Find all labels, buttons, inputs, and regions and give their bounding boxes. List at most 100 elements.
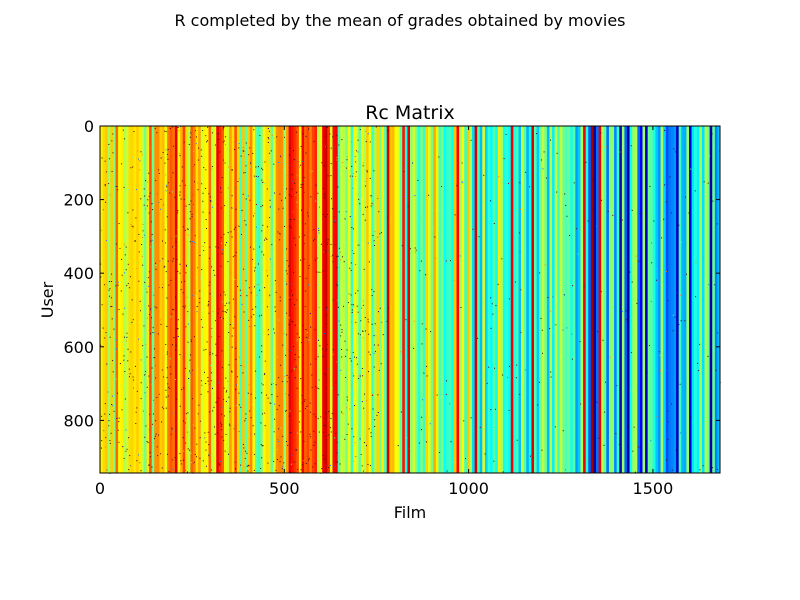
heatmap-rating-dot bbox=[314, 200, 316, 202]
heatmap-rating-dot bbox=[187, 323, 189, 325]
heatmap-column bbox=[286, 126, 289, 473]
heatmap-rating-dot bbox=[252, 425, 254, 427]
heatmap-rating-dot bbox=[304, 223, 306, 225]
heatmap-rating-dot bbox=[352, 372, 354, 374]
heatmap-rating-dot bbox=[121, 409, 123, 411]
heatmap-rating-dot bbox=[118, 222, 120, 224]
heatmap-rating-dot bbox=[204, 242, 206, 244]
heatmap-rating-dot bbox=[449, 403, 451, 405]
heatmap-rating-dot bbox=[377, 311, 379, 313]
heatmap-rating-dot bbox=[310, 326, 312, 328]
heatmap-column bbox=[342, 126, 346, 473]
heatmap-column bbox=[603, 126, 607, 473]
heatmap-rating-dot bbox=[278, 405, 280, 407]
heatmap-rating-dot bbox=[407, 205, 409, 207]
heatmap-rating-dot bbox=[378, 211, 380, 213]
heatmap-rating-dot bbox=[161, 369, 163, 371]
heatmap-rating-dot bbox=[346, 396, 348, 398]
heatmap-rating-dot bbox=[122, 446, 124, 448]
heatmap-rating-dot bbox=[199, 235, 201, 237]
heatmap-rating-dot bbox=[367, 133, 369, 135]
heatmap-rating-dot bbox=[301, 464, 303, 466]
heatmap-rating-dot bbox=[232, 298, 234, 300]
heatmap-column bbox=[368, 126, 372, 473]
heatmap-rating-dot bbox=[306, 331, 308, 333]
heatmap-column bbox=[451, 126, 455, 473]
heatmap-rating-dot bbox=[171, 412, 173, 414]
heatmap-rating-dot bbox=[142, 255, 144, 257]
heatmap-rating-dot bbox=[301, 342, 303, 344]
heatmap-rating-dot bbox=[159, 260, 161, 262]
heatmap-rating-dot bbox=[435, 257, 437, 259]
heatmap-rating-dot bbox=[127, 283, 129, 285]
heatmap-column bbox=[472, 126, 475, 473]
heatmap-rating-dot bbox=[519, 251, 521, 253]
heatmap-rating-dot bbox=[370, 432, 372, 434]
heatmap-rating-dot bbox=[221, 429, 223, 431]
heatmap-rating-dot bbox=[154, 438, 156, 440]
heatmap-rating-dot bbox=[214, 426, 216, 428]
heatmap-rating-dot bbox=[303, 191, 305, 193]
heatmap-rating-dot bbox=[198, 147, 200, 149]
heatmap-rating-dot bbox=[413, 347, 415, 349]
heatmap-rating-dot bbox=[160, 453, 161, 455]
heatmap-rating-dot bbox=[369, 465, 371, 467]
heatmap-rating-dot bbox=[318, 232, 320, 234]
heatmap-rating-dot bbox=[199, 302, 201, 304]
heatmap-rating-dot bbox=[145, 373, 147, 375]
heatmap-rating-dot bbox=[303, 177, 305, 179]
heatmap-rating-dot bbox=[537, 404, 539, 406]
heatmap-rating-dot bbox=[314, 259, 316, 261]
heatmap-column bbox=[642, 126, 646, 473]
heatmap-rating-dot bbox=[708, 284, 710, 286]
heatmap-rating-dot bbox=[288, 317, 290, 319]
heatmap-rating-dot bbox=[294, 259, 296, 261]
heatmap-rating-dot bbox=[379, 303, 380, 305]
heatmap-column bbox=[554, 126, 558, 473]
heatmap-rating-dot bbox=[209, 196, 211, 198]
heatmap-column bbox=[510, 126, 514, 473]
heatmap-rating-dot bbox=[261, 351, 263, 353]
heatmap-rating-dot bbox=[221, 318, 223, 320]
heatmap-rating-dot bbox=[208, 444, 210, 446]
heatmap-rating-dot bbox=[434, 209, 436, 211]
heatmap-rating-dot bbox=[562, 430, 564, 432]
heatmap-rating-dot bbox=[249, 410, 251, 412]
heatmap-rating-dot bbox=[142, 237, 144, 239]
heatmap-rating-dot bbox=[420, 260, 422, 262]
heatmap-rating-dot bbox=[180, 289, 182, 291]
heatmap-rating-dot bbox=[587, 458, 589, 460]
heatmap-rating-dot bbox=[112, 133, 114, 135]
heatmap-rating-dot bbox=[218, 335, 220, 337]
heatmap-rating-dot bbox=[285, 197, 287, 199]
heatmap-rating-dot bbox=[525, 171, 527, 173]
heatmap-rating-dot bbox=[246, 452, 248, 454]
heatmap-rating-dot bbox=[183, 387, 185, 389]
heatmap-rating-dot bbox=[209, 246, 211, 248]
heatmap-rating-dot bbox=[380, 232, 382, 234]
heatmap-rating-dot bbox=[175, 344, 177, 346]
heatmap-rating-dot bbox=[486, 382, 488, 384]
heatmap-rating-dot bbox=[286, 273, 288, 275]
y-tick-label: 200 bbox=[63, 191, 94, 210]
heatmap-rating-dot bbox=[289, 225, 291, 227]
heatmap-rating-dot bbox=[564, 193, 566, 195]
heatmap-column bbox=[115, 126, 119, 473]
heatmap-rating-dot bbox=[715, 369, 717, 371]
heatmap-rating-dot bbox=[183, 198, 185, 200]
heatmap-rating-dot bbox=[112, 405, 114, 407]
heatmap-rating-dot bbox=[372, 394, 374, 396]
heatmap-rating-dot bbox=[711, 133, 713, 135]
heatmap-rating-dot bbox=[346, 433, 348, 435]
heatmap-rating-dot bbox=[369, 141, 371, 143]
heatmap-rating-dot bbox=[232, 327, 234, 329]
heatmap-rating-dot bbox=[175, 241, 177, 243]
heatmap-rating-dot bbox=[220, 187, 222, 189]
heatmap-rating-dot bbox=[307, 211, 309, 213]
heatmap-rating-dot bbox=[352, 187, 354, 189]
heatmap-rating-dot bbox=[233, 148, 235, 150]
heatmap-rating-dot bbox=[331, 208, 333, 210]
heatmap-rating-dot bbox=[166, 353, 168, 355]
heatmap-rating-dot bbox=[208, 257, 210, 259]
heatmap-column bbox=[428, 126, 432, 473]
